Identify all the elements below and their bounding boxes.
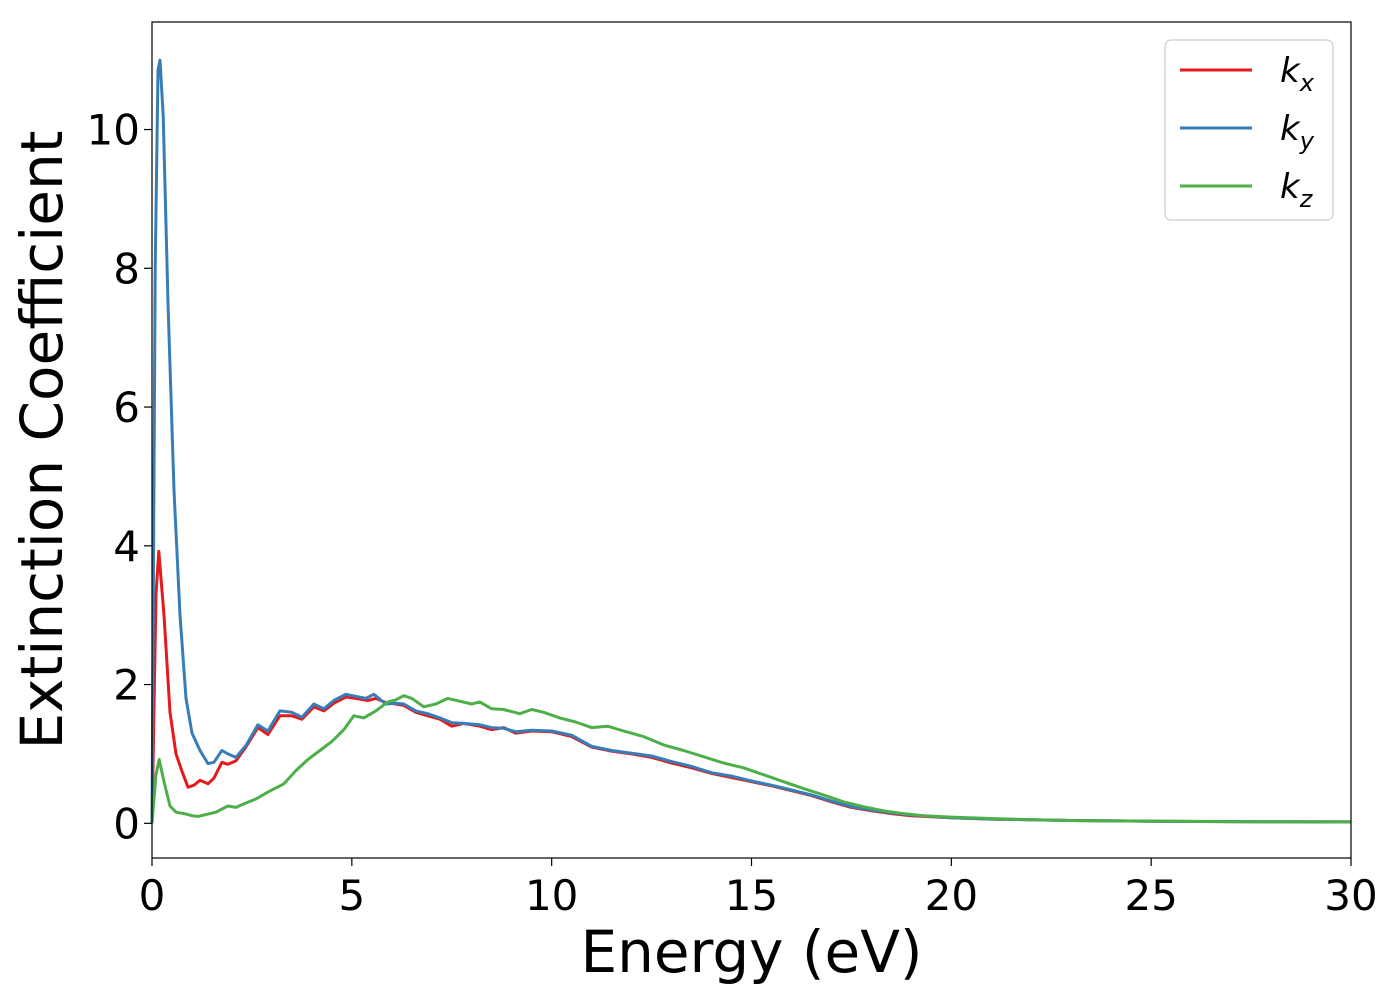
x-tick-label: 5 [338,871,365,920]
y-axis-label: Extinction Coefficient [8,131,76,750]
y-tick-label: 2 [113,661,140,710]
x-tick-label: 10 [525,871,578,920]
series-line-k-y [150,58,1352,824]
legend-box [1164,39,1334,221]
x-tick-label: 25 [1124,871,1177,920]
x-tick-label: 15 [725,871,778,920]
y-tick-label: 10 [87,106,140,155]
legend: kx ky kz [1164,39,1334,221]
series-line-k-z [150,694,1352,824]
y-tick-label: 4 [113,522,140,571]
y-axis-ticks: 0 2 4 6 8 10 [87,106,152,848]
x-axis-ticks: 0 5 10 15 20 25 30 [139,858,1378,920]
legend-label-k-z: kz [1280,167,1314,213]
y-tick-label: 8 [113,244,140,293]
legend-label-k-y: ky [1280,109,1315,155]
y-tick-label: 0 [113,799,140,848]
y-tick-label: 6 [113,383,140,432]
x-axis-label: Energy (eV) [580,918,922,986]
x-tick-label: 30 [1324,871,1377,920]
x-tick-label: 0 [139,871,166,920]
series-layer [150,58,1352,824]
x-tick-label: 20 [925,871,978,920]
legend-label-k-x: kx [1280,51,1315,97]
